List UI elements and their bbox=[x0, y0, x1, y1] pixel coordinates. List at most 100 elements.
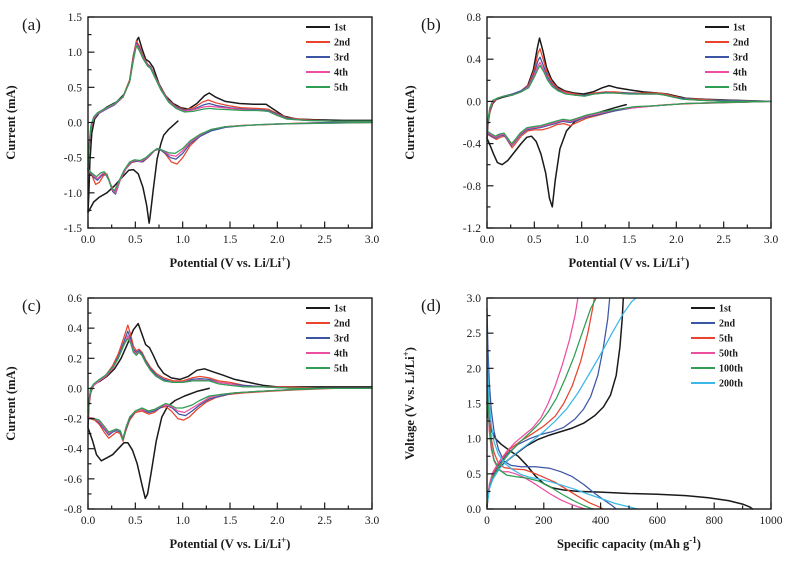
axis-ticks bbox=[486, 16, 772, 229]
plot-frame bbox=[87, 297, 373, 510]
series-100th bbox=[486, 297, 597, 507]
y-tick-label: 2.5 bbox=[467, 328, 482, 340]
legend: 1st 2nd 3rd 4th 5th bbox=[705, 23, 750, 94]
y-tick-label: -0.5 bbox=[64, 153, 82, 165]
x-tick-label: 2.5 bbox=[317, 234, 332, 246]
series-5th bbox=[486, 64, 772, 145]
panel-letter: (b) bbox=[421, 15, 441, 34]
y-tick-label: -1.2 bbox=[463, 223, 481, 235]
y-tick-label: 1.0 bbox=[467, 434, 482, 446]
x-tick-label: 0.0 bbox=[480, 234, 495, 246]
series-1st bbox=[87, 322, 373, 500]
y-tick-label: 0.5 bbox=[68, 82, 83, 94]
legend-label-4th: 4th bbox=[334, 349, 348, 360]
axis-ticks bbox=[87, 16, 373, 229]
x-axis-label: Potential (V vs. Li/Li+) bbox=[170, 535, 291, 551]
y-tick-label: -0.4 bbox=[463, 139, 481, 151]
series-group bbox=[87, 322, 373, 500]
y-tick-label: 1.0 bbox=[68, 47, 83, 59]
legend: 1st 2nd 5th 50th 100th 200th bbox=[691, 304, 743, 390]
x-tick-label: 0.0 bbox=[81, 234, 96, 246]
legend-label-3rd: 3rd bbox=[334, 53, 349, 64]
x-tick-label: 2.5 bbox=[716, 234, 731, 246]
panel-letter: (a) bbox=[22, 15, 41, 34]
x-tick-label: 0.0 bbox=[81, 515, 96, 527]
legend-label-5th: 5th bbox=[334, 83, 348, 94]
x-tick-label: 0.5 bbox=[128, 234, 143, 246]
y-axis-label: Current (mA) bbox=[4, 366, 18, 440]
legend-label-4th: 4th bbox=[733, 68, 747, 79]
panel-letter: (c) bbox=[22, 296, 41, 315]
x-tick-label: 2.0 bbox=[270, 234, 285, 246]
y-tick-label: 0.8 bbox=[467, 12, 482, 24]
panel-c: (c) 0.0 0.5 1.0 1.5 2.0 2.5 3.0 -0.8 -0.6 -0.4 -0.2… bbox=[0, 281, 398, 561]
x-tick-label: 2.0 bbox=[270, 515, 285, 527]
x-tick-label: 200 bbox=[535, 515, 553, 527]
y-axis-label: Current (mA) bbox=[403, 85, 417, 159]
x-tick-label: 0.5 bbox=[128, 515, 143, 527]
legend-label-3rd: 3rd bbox=[733, 53, 748, 64]
y-axis-label: Current (mA) bbox=[4, 85, 18, 159]
series-group bbox=[87, 36, 373, 224]
y-tick-label: -0.8 bbox=[463, 181, 481, 193]
y-tick-label: 2.0 bbox=[467, 363, 482, 375]
y-tick-label: 0.0 bbox=[68, 118, 83, 130]
series-5th bbox=[486, 353, 605, 510]
series-1st bbox=[486, 37, 772, 208]
panel-c-chart: (c) 0.0 0.5 1.0 1.5 2.0 2.5 3.0 -0.8 -0.6 -0.4 -0.2… bbox=[4, 293, 379, 551]
legend-label-1st: 1st bbox=[733, 23, 746, 34]
legend-label-1st: 1st bbox=[334, 23, 347, 34]
y-tick-label: -1.5 bbox=[64, 223, 82, 235]
x-tick-label: 3.0 bbox=[764, 234, 779, 246]
x-axis-label: Potential (V vs. Li/Li+) bbox=[569, 254, 690, 270]
series-3rd bbox=[87, 42, 373, 195]
x-tick-label: 600 bbox=[649, 515, 667, 527]
x-tick-label: 3.0 bbox=[365, 234, 380, 246]
series-2nd bbox=[486, 48, 772, 149]
x-tick-label: 1.5 bbox=[223, 234, 238, 246]
plot-frame bbox=[486, 16, 772, 229]
series-200th bbox=[486, 297, 637, 507]
legend-label-2nd: 2nd bbox=[733, 38, 750, 49]
panel-b-chart: (b) 0.0 0.5 1.0 1.5 2.0 2.5 3.0 -1.2 -0.8 -0.4 0.0 0… bbox=[403, 12, 779, 270]
series-50th bbox=[486, 297, 579, 507]
legend-label-3rd: 3rd bbox=[334, 334, 349, 345]
series-200th bbox=[486, 332, 639, 510]
y-tick-label: 3.0 bbox=[467, 293, 482, 305]
legend-label-4th: 4th bbox=[334, 68, 348, 79]
y-axis-label: Voltage (V vs. Li/Li+) bbox=[401, 347, 417, 460]
x-tick-label: 1.0 bbox=[574, 234, 589, 246]
series-group bbox=[486, 37, 772, 208]
y-tick-label: -0.4 bbox=[64, 444, 82, 456]
legend-label-50th: 50th bbox=[719, 349, 738, 360]
legend-label-2nd: 2nd bbox=[334, 38, 351, 49]
x-tick-label: 400 bbox=[592, 515, 610, 527]
panel-b: (b) 0.0 0.5 1.0 1.5 2.0 2.5 3.0 -1.2 -0.8 -0.4 0.0 0… bbox=[399, 0, 797, 280]
y-tick-label: -0.8 bbox=[64, 504, 82, 516]
series-100th bbox=[486, 346, 595, 510]
y-tick-label: 0.4 bbox=[68, 323, 83, 335]
panel-d: (d) 0 200 400 600 800 1000 0.0 0.5 1.0 1.5 2.0 2.5 3.… bbox=[399, 281, 797, 561]
legend: 1st 2nd 3rd 4th 5th bbox=[306, 304, 351, 375]
y-tick-label: 1.5 bbox=[467, 399, 482, 411]
legend-label-200th: 200th bbox=[719, 379, 743, 390]
panel-a-chart: (a) 0.0 0.5 1.0 1.5 2.0 2.5 3.0 -1.5 -1.0 -0.5 0.0 0… bbox=[4, 12, 380, 270]
y-tick-label: 0.2 bbox=[68, 353, 83, 365]
y-tick-label: 0.6 bbox=[68, 293, 83, 305]
legend-label-2nd: 2nd bbox=[334, 319, 351, 330]
x-tick-label: 1.5 bbox=[223, 515, 238, 527]
series-5th bbox=[87, 45, 373, 192]
series-1st bbox=[87, 36, 373, 224]
y-tick-label: -1.0 bbox=[64, 188, 82, 200]
series-2nd bbox=[486, 307, 617, 510]
legend: 1st 2nd 3rd 4th 5th bbox=[306, 23, 351, 94]
x-tick-label: 1000 bbox=[760, 515, 783, 527]
x-tick-label: 0.5 bbox=[527, 234, 542, 246]
legend-label-1st: 1st bbox=[334, 304, 347, 315]
legend-label-5th: 5th bbox=[334, 364, 348, 375]
x-tick-label: 800 bbox=[706, 515, 724, 527]
y-tick-label: 0.4 bbox=[467, 54, 482, 66]
legend-label-2nd: 2nd bbox=[719, 319, 736, 330]
axis-ticks bbox=[87, 297, 373, 510]
